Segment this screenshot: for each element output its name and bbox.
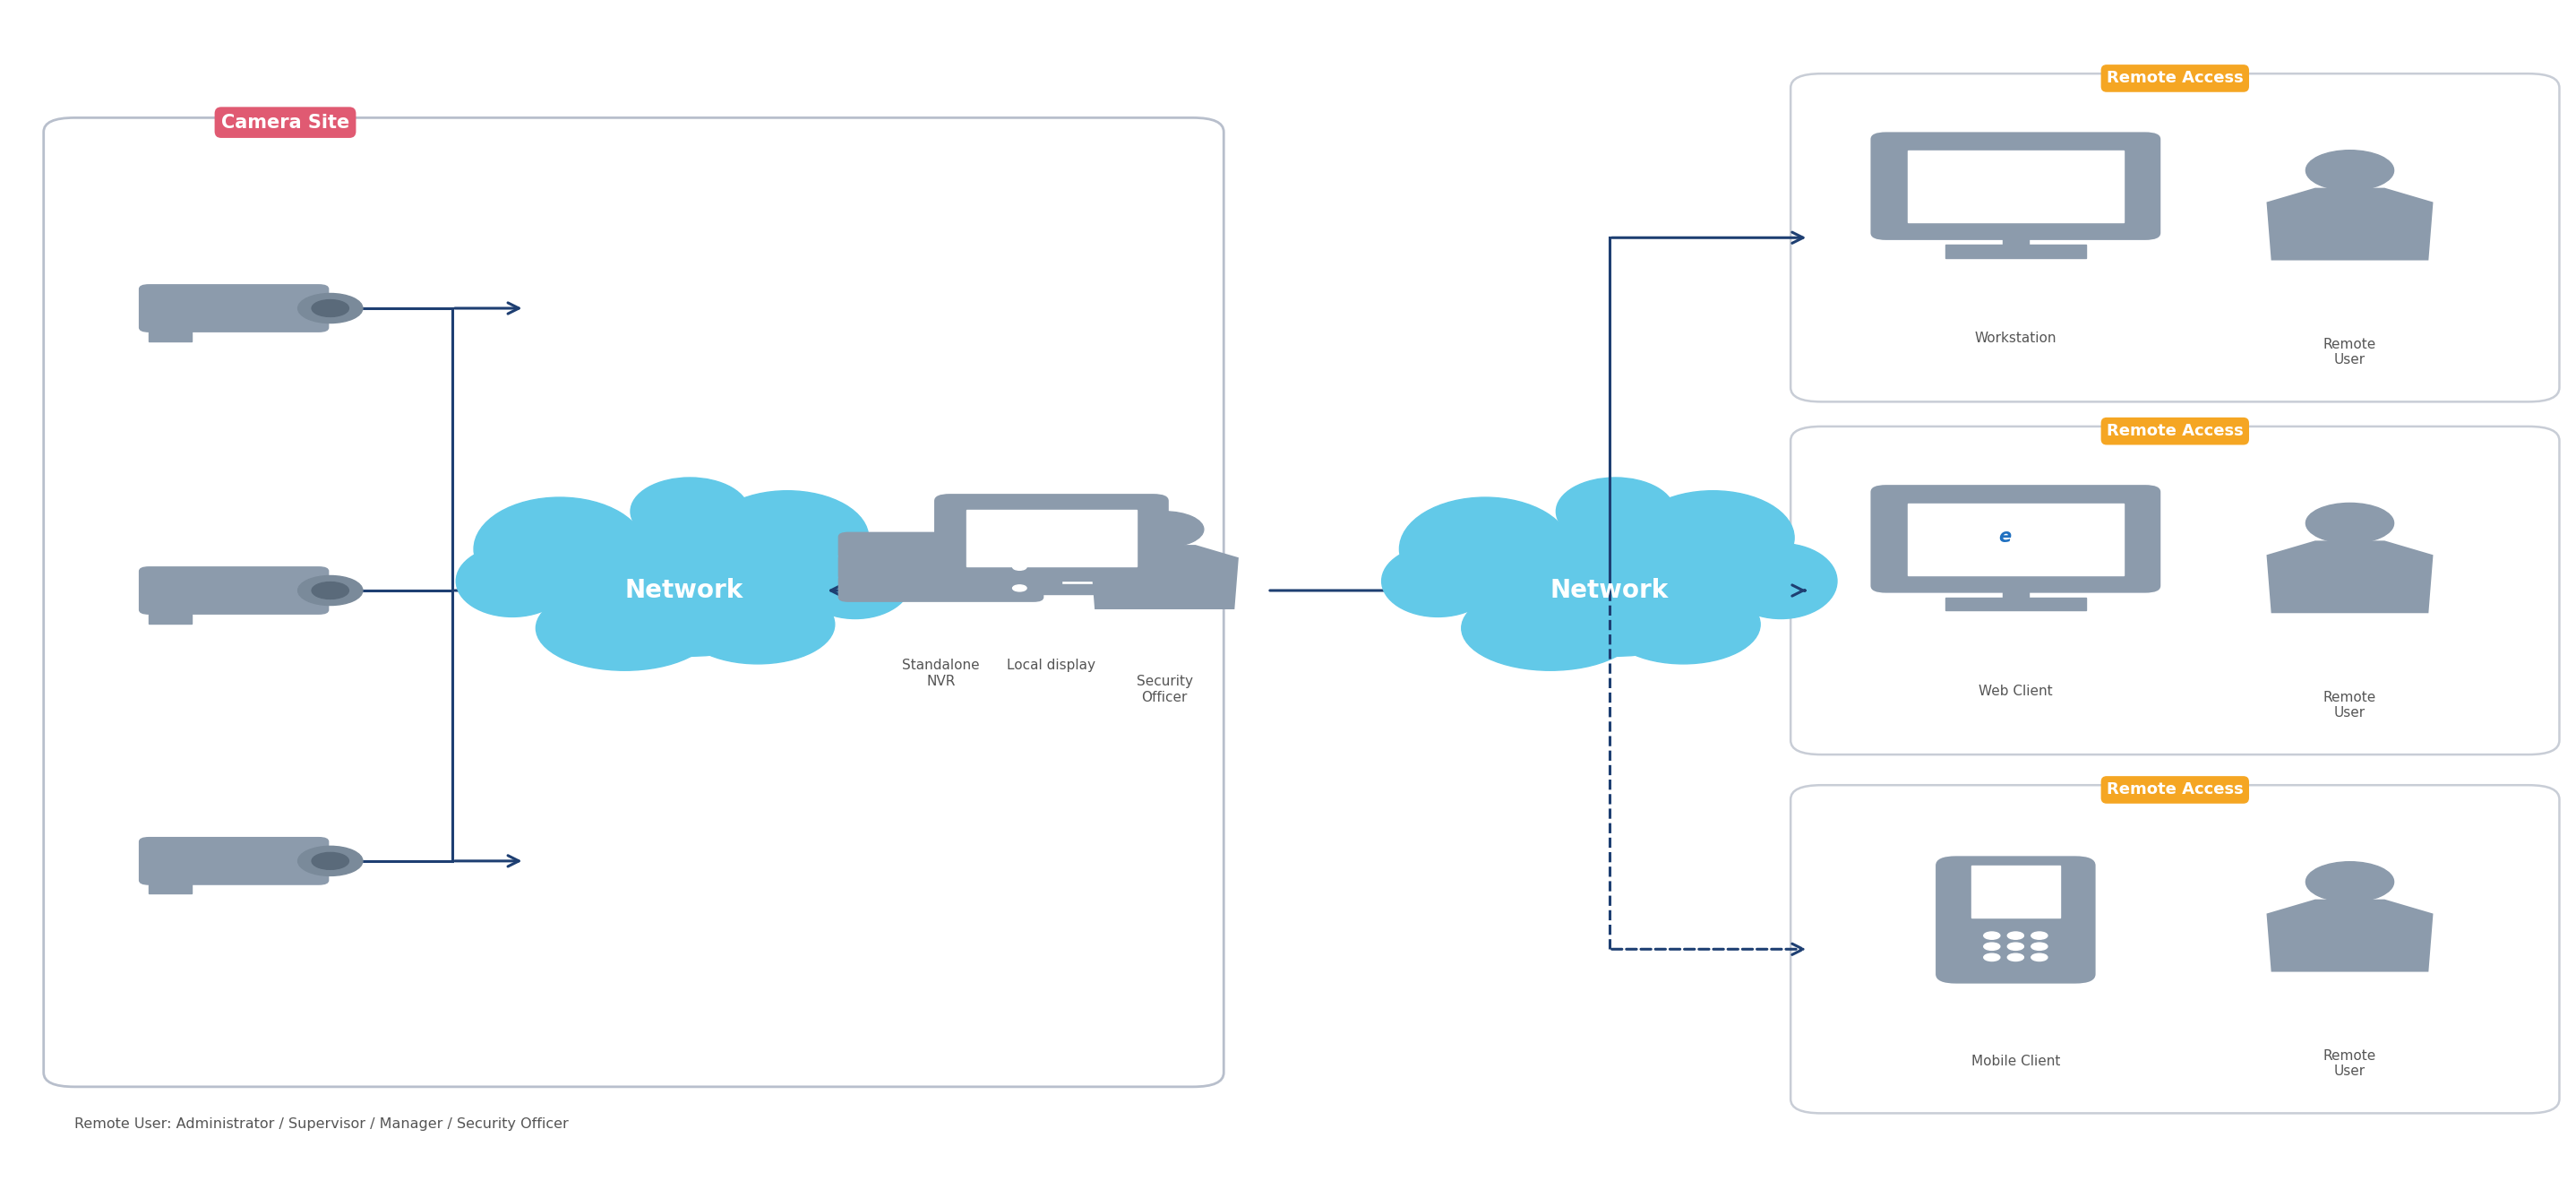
Circle shape bbox=[1984, 953, 1999, 961]
Bar bbox=[1971, 866, 2061, 918]
Bar bbox=[1945, 598, 2087, 611]
Text: Remote Access: Remote Access bbox=[2107, 423, 2244, 439]
FancyBboxPatch shape bbox=[837, 531, 1043, 560]
Text: Local display: Local display bbox=[1007, 659, 1095, 672]
Circle shape bbox=[1984, 932, 1999, 939]
Circle shape bbox=[312, 582, 348, 599]
FancyBboxPatch shape bbox=[139, 285, 330, 332]
Circle shape bbox=[2306, 862, 2393, 902]
Circle shape bbox=[2032, 953, 2048, 961]
Circle shape bbox=[2306, 503, 2393, 543]
Text: Remote
User: Remote User bbox=[2324, 691, 2378, 719]
Text: Remote
User: Remote User bbox=[2324, 1049, 2378, 1078]
Text: e: e bbox=[1999, 528, 2012, 546]
Bar bbox=[997, 583, 1108, 594]
Circle shape bbox=[1012, 542, 1025, 549]
Bar bbox=[2002, 231, 2027, 246]
Text: Camera Site: Camera Site bbox=[222, 113, 350, 131]
FancyBboxPatch shape bbox=[1790, 426, 2561, 755]
Text: Remote Access: Remote Access bbox=[2107, 782, 2244, 798]
FancyBboxPatch shape bbox=[1790, 73, 2561, 402]
Bar bbox=[149, 327, 191, 341]
Text: Workstation: Workstation bbox=[1976, 332, 2056, 345]
Text: Mobile Client: Mobile Client bbox=[1971, 1055, 2061, 1069]
FancyBboxPatch shape bbox=[1790, 785, 2561, 1114]
Text: Network: Network bbox=[623, 578, 742, 603]
Circle shape bbox=[2032, 932, 2048, 939]
FancyBboxPatch shape bbox=[837, 574, 1043, 602]
Bar bbox=[149, 880, 191, 894]
FancyBboxPatch shape bbox=[837, 553, 1043, 581]
Circle shape bbox=[2007, 953, 2025, 961]
Polygon shape bbox=[2267, 541, 2434, 613]
Text: Remote
User: Remote User bbox=[2324, 338, 2378, 366]
Text: Remote User: Administrator / Supervisor / Manager / Security Officer: Remote User: Administrator / Supervisor … bbox=[75, 1117, 569, 1130]
FancyBboxPatch shape bbox=[139, 837, 330, 885]
Circle shape bbox=[299, 293, 363, 324]
Bar bbox=[966, 510, 1136, 566]
Text: Remote Access: Remote Access bbox=[2107, 71, 2244, 86]
FancyBboxPatch shape bbox=[44, 118, 1224, 1087]
Circle shape bbox=[2306, 150, 2393, 190]
Circle shape bbox=[299, 846, 363, 876]
FancyBboxPatch shape bbox=[1870, 485, 2161, 593]
Circle shape bbox=[2007, 932, 2025, 939]
Circle shape bbox=[312, 853, 348, 869]
Polygon shape bbox=[2267, 899, 2434, 972]
Circle shape bbox=[312, 300, 348, 317]
Text: Security
Officer: Security Officer bbox=[1136, 676, 1193, 704]
Text: Standalone
NVR: Standalone NVR bbox=[902, 659, 979, 687]
Circle shape bbox=[1126, 511, 1203, 547]
Circle shape bbox=[1012, 563, 1025, 570]
Bar bbox=[1909, 503, 2123, 575]
Circle shape bbox=[2032, 942, 2048, 951]
FancyBboxPatch shape bbox=[1870, 132, 2161, 240]
Polygon shape bbox=[2267, 188, 2434, 260]
Circle shape bbox=[2007, 942, 2025, 951]
FancyBboxPatch shape bbox=[1935, 856, 2094, 984]
Circle shape bbox=[299, 575, 363, 606]
Bar bbox=[149, 609, 191, 624]
Bar bbox=[1909, 150, 2123, 222]
Bar bbox=[1041, 574, 1061, 585]
Text: Web Client: Web Client bbox=[1978, 685, 2053, 698]
Circle shape bbox=[1012, 585, 1025, 592]
Circle shape bbox=[1984, 942, 1999, 951]
Text: Network: Network bbox=[1551, 578, 1669, 603]
FancyBboxPatch shape bbox=[139, 567, 330, 614]
Bar bbox=[1945, 244, 2087, 257]
FancyBboxPatch shape bbox=[935, 494, 1170, 582]
Bar bbox=[2002, 585, 2027, 598]
Polygon shape bbox=[1090, 544, 1239, 609]
